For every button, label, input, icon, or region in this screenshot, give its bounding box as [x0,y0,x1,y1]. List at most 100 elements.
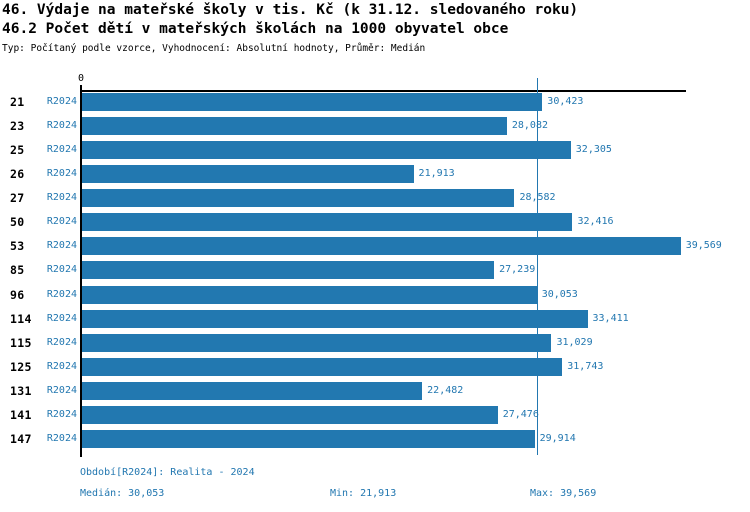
footer-median: Medián: 30,053 [80,488,165,499]
chart-row: 125 R2024 31,743 [0,357,750,381]
bar [82,406,498,425]
bar-value-label: 22,482 [427,385,464,396]
row-id-label: 131 [10,384,32,398]
bar-value-label: 33,411 [592,312,629,324]
row-id-label: 21 [10,94,25,109]
bar [82,333,552,352]
bar [82,237,681,256]
row-period-label: R2024 [46,167,77,179]
bar-wrap: 33,411 [82,309,686,328]
bar-value-label: 21,913 [418,167,455,179]
y-axis-line [80,85,82,457]
bar-wrap: 30,053 [82,285,686,304]
x-axis-zero-tick-label: 0 [77,73,85,84]
row-period-label: R2024 [46,264,77,276]
chart-row: 115 R2024 31,029 [0,333,750,357]
bar-wrap: 39,569 [82,237,722,256]
footer-period-info: Období[R2024]: Realita - 2024 [80,467,255,478]
row-period-label: R2024 [46,216,77,228]
chart-row: 147 R2024 29,914 [0,430,750,454]
chart-row: 25 R2024 32,305 [0,140,750,164]
row-period-label: R2024 [46,95,77,107]
row-period-label: R2024 [46,336,77,348]
chart-subtitle: Typ: Počítaný podle vzorce, Vyhodnocení:… [2,43,426,54]
row-id-label: 50 [10,215,25,230]
row-id-label: 23 [10,118,25,133]
row-period-label: R2024 [46,192,77,203]
bar [82,382,423,400]
row-id-label: 114 [10,311,32,326]
bar [82,92,543,111]
chart-row: 50 R2024 32,416 [0,213,750,237]
chart-row: 23 R2024 28,082 [0,116,750,140]
bar-wrap: 21,913 [82,164,686,183]
bar [82,213,573,232]
bar-value-label: 27,239 [499,264,536,276]
row-id-label: 25 [10,142,25,157]
row-id-label: 141 [10,408,32,423]
chart-row: 96 R2024 30,053 [0,285,750,309]
footer-min: Min: 21,913 [330,488,397,499]
bar-value-label: 30,423 [547,95,584,107]
bar-value-label: 32,305 [575,143,612,155]
row-id-label: 147 [10,432,32,447]
bar-value-label: 30,053 [541,288,578,300]
row-period-label: R2024 [46,385,77,396]
chart-row: 26 R2024 21,913 [0,164,750,188]
row-period-label: R2024 [46,360,77,372]
bar [82,285,537,304]
bar-value-label: 29,914 [539,433,576,445]
chart-row: 53 R2024 39,569 [0,237,750,261]
footer-max: Max: 39,569 [530,488,597,499]
bar-wrap: 32,305 [82,140,686,159]
chart-row: 27 R2024 28,582 [0,189,750,213]
row-period-label: R2024 [46,433,77,445]
bar [82,430,535,449]
x-axis-line [81,90,686,92]
chart-row: 114 R2024 33,411 [0,309,750,333]
row-id-label: 96 [10,287,25,302]
bar-value-label: 39,569 [685,240,722,252]
row-id-label: 27 [10,191,25,205]
row-id-label: 115 [10,335,32,350]
chart-row: 85 R2024 27,239 [0,261,750,285]
row-period-label: R2024 [46,119,77,131]
row-period-label: R2024 [46,312,77,324]
chart-row: 21 R2024 30,423 [0,92,750,116]
row-period-label: R2024 [46,240,77,252]
chart-rows: 21 R2024 30,423 23 R2024 28,082 25 R2024… [0,92,750,454]
chart-row: 131 R2024 22,482 [0,382,750,406]
row-id-label: 125 [10,359,32,374]
bar-wrap: 28,582 [82,189,686,207]
bar-value-label: 31,743 [567,360,604,372]
bar-wrap: 32,416 [82,213,686,232]
chart-row: 141 R2024 27,476 [0,406,750,430]
row-id-label: 53 [10,239,25,254]
bar [82,140,571,159]
bar [82,309,588,328]
bar-value-label: 27,476 [502,409,539,421]
bar [82,357,563,376]
bar [82,261,495,280]
row-id-label: 26 [10,166,25,181]
bar-value-label: 31,029 [556,336,593,348]
row-period-label: R2024 [46,288,77,300]
row-period-label: R2024 [46,143,77,155]
row-id-label: 85 [10,263,25,278]
bar-value-label: 28,582 [519,192,556,203]
bar-wrap: 29,914 [82,430,686,449]
bar-wrap: 27,239 [82,261,686,280]
bar-value-label: 28,082 [511,119,548,131]
chart-title-line2: 46.2 Počet dětí v mateřských školách na … [2,21,509,37]
row-period-label: R2024 [46,409,77,421]
bar [82,164,414,183]
bar-wrap: 30,423 [82,92,686,111]
chart-title-line1: 46. Výdaje na mateřské školy v tis. Kč (… [2,2,579,18]
median-line [536,78,538,455]
bar-wrap: 28,082 [82,116,686,135]
bar [82,116,507,135]
bar-value-label: 32,416 [577,216,614,228]
bar-wrap: 27,476 [82,406,686,425]
bar-wrap: 22,482 [82,382,686,400]
bar [82,189,515,207]
